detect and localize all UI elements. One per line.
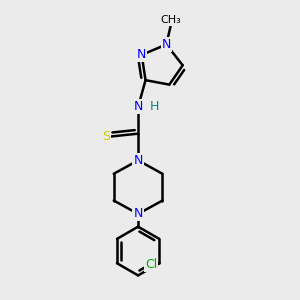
Text: CH₃: CH₃ (160, 15, 181, 25)
Text: H: H (150, 100, 159, 113)
Text: S: S (102, 130, 110, 143)
Text: N: N (162, 38, 171, 51)
Text: Cl: Cl (145, 258, 157, 271)
Text: N: N (134, 207, 143, 220)
Text: N: N (134, 154, 143, 167)
Text: N: N (134, 100, 143, 113)
Text: N: N (137, 48, 146, 62)
